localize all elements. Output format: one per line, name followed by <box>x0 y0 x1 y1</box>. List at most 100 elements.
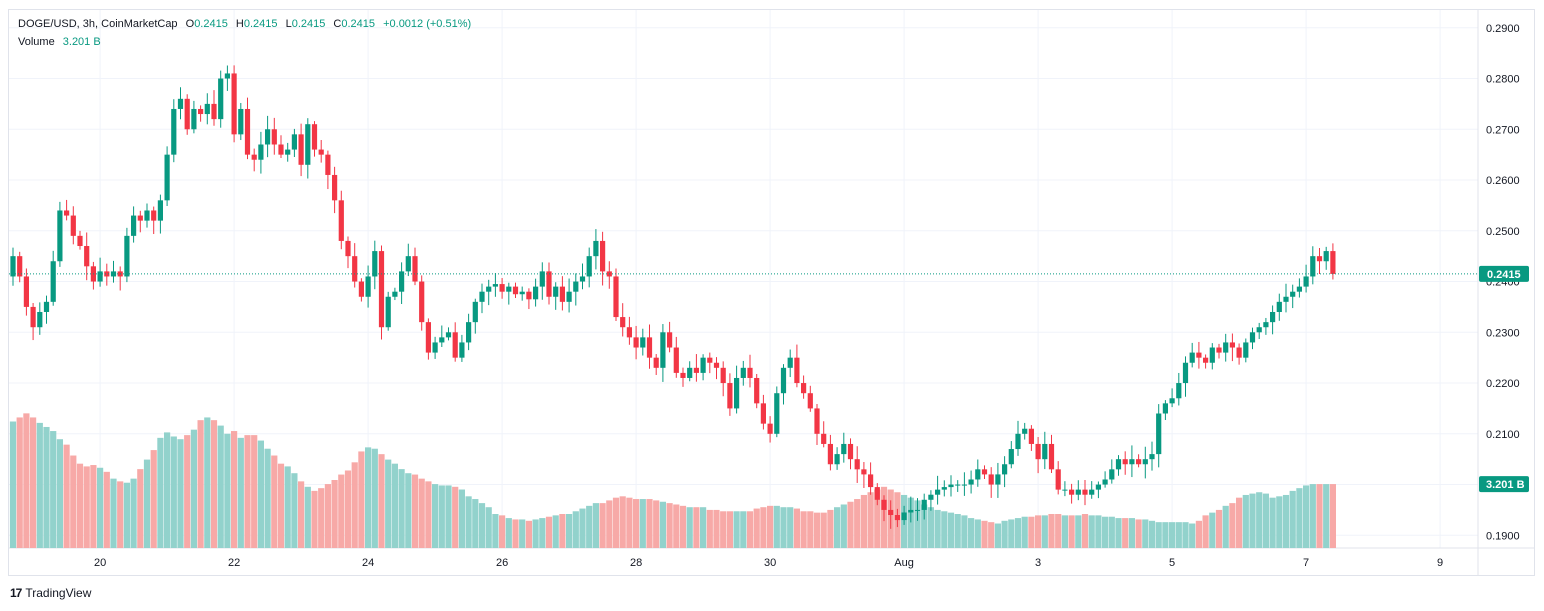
volume-bar <box>961 515 968 548</box>
volume-bar <box>277 463 285 548</box>
candle-body <box>1276 301 1282 312</box>
candle-body <box>834 454 840 465</box>
candle-body <box>1303 276 1309 287</box>
volume-bar <box>251 435 258 548</box>
volume-bar <box>606 500 613 548</box>
volume-bar <box>1108 516 1115 548</box>
volume-bar <box>197 420 204 548</box>
last-price-label-text: 0.2415 <box>1487 269 1521 281</box>
volume-bar <box>646 499 653 548</box>
volume-bar <box>626 497 633 548</box>
candle-body <box>1162 403 1168 414</box>
volume-bar <box>994 523 1001 548</box>
candle-body <box>1236 347 1242 358</box>
x-tick-label: 26 <box>496 557 508 569</box>
x-tick-label: 3 <box>1035 557 1041 569</box>
candle-body <box>1069 489 1075 495</box>
candle-body <box>1243 342 1249 358</box>
volume-bar <box>445 485 452 548</box>
candle-body <box>365 276 371 297</box>
volume-bar <box>780 507 787 548</box>
volume-bar <box>210 420 218 548</box>
footer-brand[interactable]: 17 TradingView <box>10 586 91 600</box>
volume-bar <box>807 511 814 548</box>
candle-body <box>787 357 793 368</box>
volume-legend: Volume 3.201 B <box>18 36 101 48</box>
volume-bar <box>1249 493 1256 548</box>
candle-body <box>1042 443 1048 460</box>
candle-body <box>1015 433 1021 450</box>
volume-bar <box>432 484 439 548</box>
volume-bar <box>351 462 358 548</box>
candle-body <box>325 154 331 175</box>
volume-bar <box>123 482 130 548</box>
volume-bar <box>1014 518 1022 548</box>
volume-bar <box>1021 516 1028 548</box>
volume-bar <box>1242 494 1249 548</box>
candle-body <box>593 240 599 257</box>
volume-bar <box>385 459 392 548</box>
price-axis[interactable]: 0.29000.28000.27000.26000.25000.24000.23… <box>1486 23 1520 543</box>
candle-body <box>1290 291 1296 297</box>
volume-bar <box>452 486 459 548</box>
low-value: 0.2415 <box>291 18 326 30</box>
volume-bar <box>1095 515 1102 548</box>
candle-body <box>707 357 713 363</box>
volume-legend-label[interactable]: Volume <box>18 36 55 48</box>
candle-body <box>734 377 740 409</box>
candlestick-chart[interactable]: 0.29000.28000.27000.26000.25000.24000.23… <box>0 0 1544 580</box>
time-axis[interactable]: 20 22 24 26 28 30 Aug 3 5 7 9 <box>94 557 1443 569</box>
candle-body <box>1270 311 1276 323</box>
candle-body <box>888 509 894 516</box>
y-tick-label: 0.2200 <box>1486 378 1520 390</box>
volume-bar <box>224 433 231 548</box>
volume-bar <box>103 471 110 548</box>
x-tick-label: 9 <box>1437 557 1443 569</box>
y-tick-label: 0.2600 <box>1486 175 1520 187</box>
volume-bar <box>391 463 398 548</box>
candle-body <box>43 301 50 312</box>
volume-bar <box>190 429 197 548</box>
candle-body <box>211 103 217 120</box>
volume-bar <box>867 492 874 548</box>
close-value: 0.2415 <box>341 18 376 30</box>
volume-bar <box>1028 516 1035 548</box>
candle-body <box>901 512 907 521</box>
volume-bar <box>947 512 955 548</box>
candle-body <box>244 108 251 155</box>
candle-body <box>1256 327 1262 333</box>
symbol-title[interactable]: DOGE/USD, 3h, CoinMarketCap <box>18 18 178 30</box>
volume-bar <box>1068 515 1075 548</box>
volume-bar <box>726 511 733 548</box>
volume-bar <box>1102 516 1109 548</box>
candle-body <box>908 509 914 513</box>
candle-body <box>204 103 210 115</box>
volume-bar <box>1008 519 1015 548</box>
volume-bar <box>1182 522 1189 548</box>
volume-bar <box>324 484 331 548</box>
candle-body <box>298 134 304 165</box>
volume-bar <box>76 463 84 548</box>
volume-bar <box>907 497 914 548</box>
volume-bar <box>56 439 63 548</box>
volume-bar <box>344 470 352 548</box>
volume-bar <box>1329 484 1336 548</box>
volume-bar <box>50 431 57 548</box>
open-label: O <box>185 18 195 30</box>
candle-body <box>57 210 63 262</box>
volume-bar <box>552 515 559 548</box>
volume-bar <box>271 455 278 548</box>
candle-body <box>1095 484 1101 490</box>
candle-body <box>131 215 137 236</box>
volume-bar <box>1303 485 1310 548</box>
volume-bar <box>720 511 727 548</box>
candle-body <box>492 284 498 287</box>
last-price-label: 0.2415 <box>1479 265 1529 282</box>
candle-body <box>305 124 311 165</box>
volume-bar <box>378 454 385 548</box>
volume-bar <box>1209 512 1216 548</box>
x-tick-label: 22 <box>228 557 240 569</box>
volume-bar <box>532 519 539 548</box>
candle-body <box>425 322 431 353</box>
candle-body <box>144 210 150 221</box>
